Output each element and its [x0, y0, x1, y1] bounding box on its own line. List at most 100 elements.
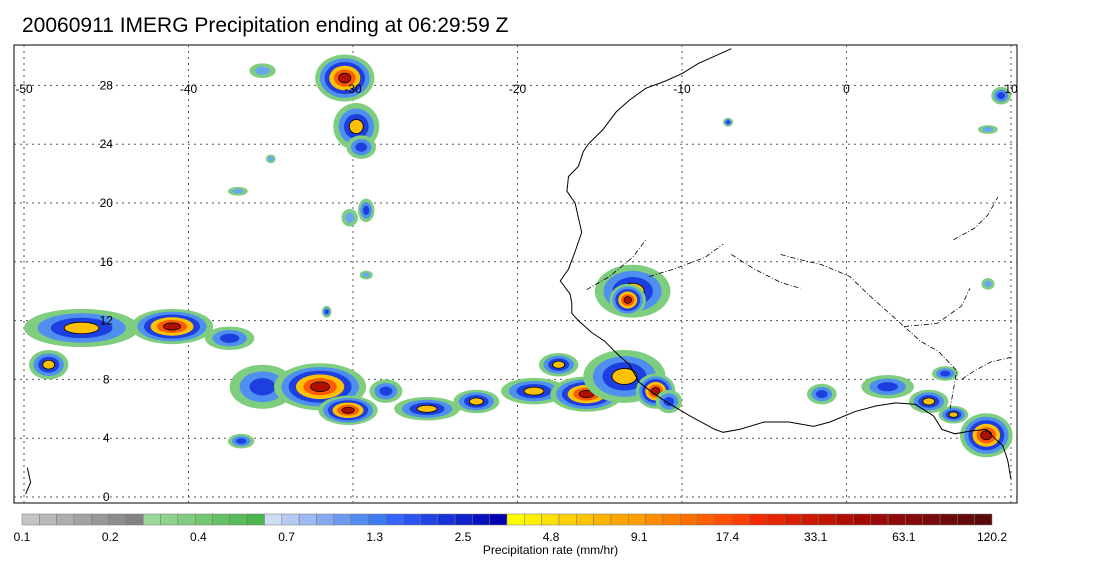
rain-cell [315, 54, 375, 102]
longitude-label: -50 [15, 82, 33, 96]
latitude-label: 0 [103, 490, 110, 504]
river [953, 196, 999, 241]
colorbar-tick-label: 4.8 [543, 530, 560, 544]
rain-cell-band [877, 382, 898, 392]
rain-cell [394, 397, 460, 421]
rain-cell [204, 326, 255, 350]
colorbar-swatch [39, 513, 57, 526]
grid-labels: -50 -40 -30 -20 -10 0 10 28 24 20 16 12 8 4 0 [15, 78, 1018, 504]
river [904, 288, 971, 327]
colorbar-swatch [437, 513, 456, 526]
rain-cell-band [219, 333, 240, 343]
rain-cell-band [232, 188, 244, 194]
colorbar-swatch [91, 513, 109, 526]
colorbar-tick-label: 0.7 [278, 530, 295, 544]
colorbar-tick-label: 0.4 [190, 530, 207, 544]
colorbar-swatch [506, 513, 525, 526]
colorbar-swatch [939, 513, 958, 526]
colorbar-swatch [420, 513, 438, 526]
rain-cell-band [469, 397, 484, 406]
rain-cell [909, 389, 949, 414]
colorbar-tick-label: 1.3 [366, 530, 383, 544]
colorbar-swatch [576, 513, 594, 526]
rain-cell [807, 383, 837, 405]
rain-cell-band [663, 396, 675, 407]
rain-cell [321, 305, 332, 318]
colorbar-swatch [125, 513, 144, 526]
colorbar-tick-label: 0.1 [14, 530, 31, 544]
rain-cell [249, 63, 276, 79]
rain-cell-band [362, 205, 370, 215]
colorbar-swatch [783, 513, 802, 526]
rain-cell [28, 350, 69, 380]
colorbar-swatch [853, 513, 871, 526]
colorbar-swatch [281, 513, 300, 526]
colorbar-swatch [905, 513, 923, 526]
river [648, 243, 724, 277]
rain-cell-band [341, 406, 355, 414]
rain-cell [229, 364, 296, 409]
river [961, 357, 1012, 380]
rain-cell-band [940, 370, 951, 377]
colorbar-swatch [472, 513, 490, 526]
graticule [14, 45, 1017, 503]
colorbar-swatch [541, 513, 560, 526]
latitude-label: 16 [100, 255, 114, 269]
colorbar-swatch [766, 513, 785, 526]
rain-cell [991, 86, 1011, 105]
rain-cell [346, 135, 377, 159]
colorbar: 0.1 0.2 0.4 0.7 1.3 2.5 4.8 9.1 17.4 33.1 63.1 120.… [14, 513, 1007, 544]
colorbar-swatch [679, 513, 698, 526]
rain-cell-band [611, 368, 638, 385]
rain-cell-band [980, 430, 993, 441]
rain-cell-band [552, 360, 565, 369]
river [780, 254, 958, 409]
rain-cell-band [416, 404, 438, 413]
rain-cell [453, 389, 500, 414]
rain-cell-band [523, 386, 545, 396]
rain-cell [538, 352, 579, 377]
colorbar-tick-label: 0.2 [102, 530, 119, 544]
rain-cell-band [355, 142, 368, 152]
colorbar-swatch [229, 513, 248, 526]
colorbar-swatch [922, 513, 941, 526]
colorbar-swatch [264, 513, 283, 526]
colorbar-swatch [697, 513, 716, 526]
colorbar-swatch [887, 513, 906, 526]
colorbar-swatch [593, 513, 612, 526]
rain-cell-band [348, 119, 364, 135]
colorbar-swatch [818, 513, 837, 526]
colorbar-tick-label: 9.1 [631, 530, 648, 544]
rain-cell-band [63, 321, 100, 335]
colorbar-swatch [56, 513, 75, 526]
rain-cell-band [163, 322, 181, 331]
rain-cell-band [255, 66, 270, 75]
colorbar-swatch [246, 513, 265, 526]
latitude-label: 24 [100, 137, 114, 151]
rain-cell [723, 117, 733, 127]
rain-cell-band [379, 386, 393, 396]
colorbar-swatch [731, 513, 750, 526]
rain-cell-band [249, 378, 276, 396]
precipitation-cells [23, 54, 1013, 458]
colorbar-swatch [610, 513, 629, 526]
colorbar-swatch [108, 513, 127, 526]
colorbar-swatch [662, 513, 681, 526]
colorbar-swatch [350, 513, 369, 526]
longitude-label: -30 [344, 82, 362, 96]
colorbar-label: Precipitation rate (mm/hr) [482, 543, 619, 557]
rain-cell [369, 379, 403, 403]
colorbar-tick-label: 33.1 [804, 530, 828, 544]
colorbar-swatch [870, 513, 889, 526]
rain-cell-band [815, 390, 828, 399]
colorbar-swatch [749, 513, 768, 526]
colorbar-swatch [957, 513, 975, 526]
rain-cell [341, 208, 358, 227]
rain-cell [265, 154, 276, 164]
rain-cell-band [42, 359, 56, 370]
longitude-label: 10 [1004, 82, 1018, 96]
colorbar-swatch [21, 513, 40, 526]
colorbar-swatch [160, 513, 179, 526]
colorbar-swatch [385, 513, 404, 526]
